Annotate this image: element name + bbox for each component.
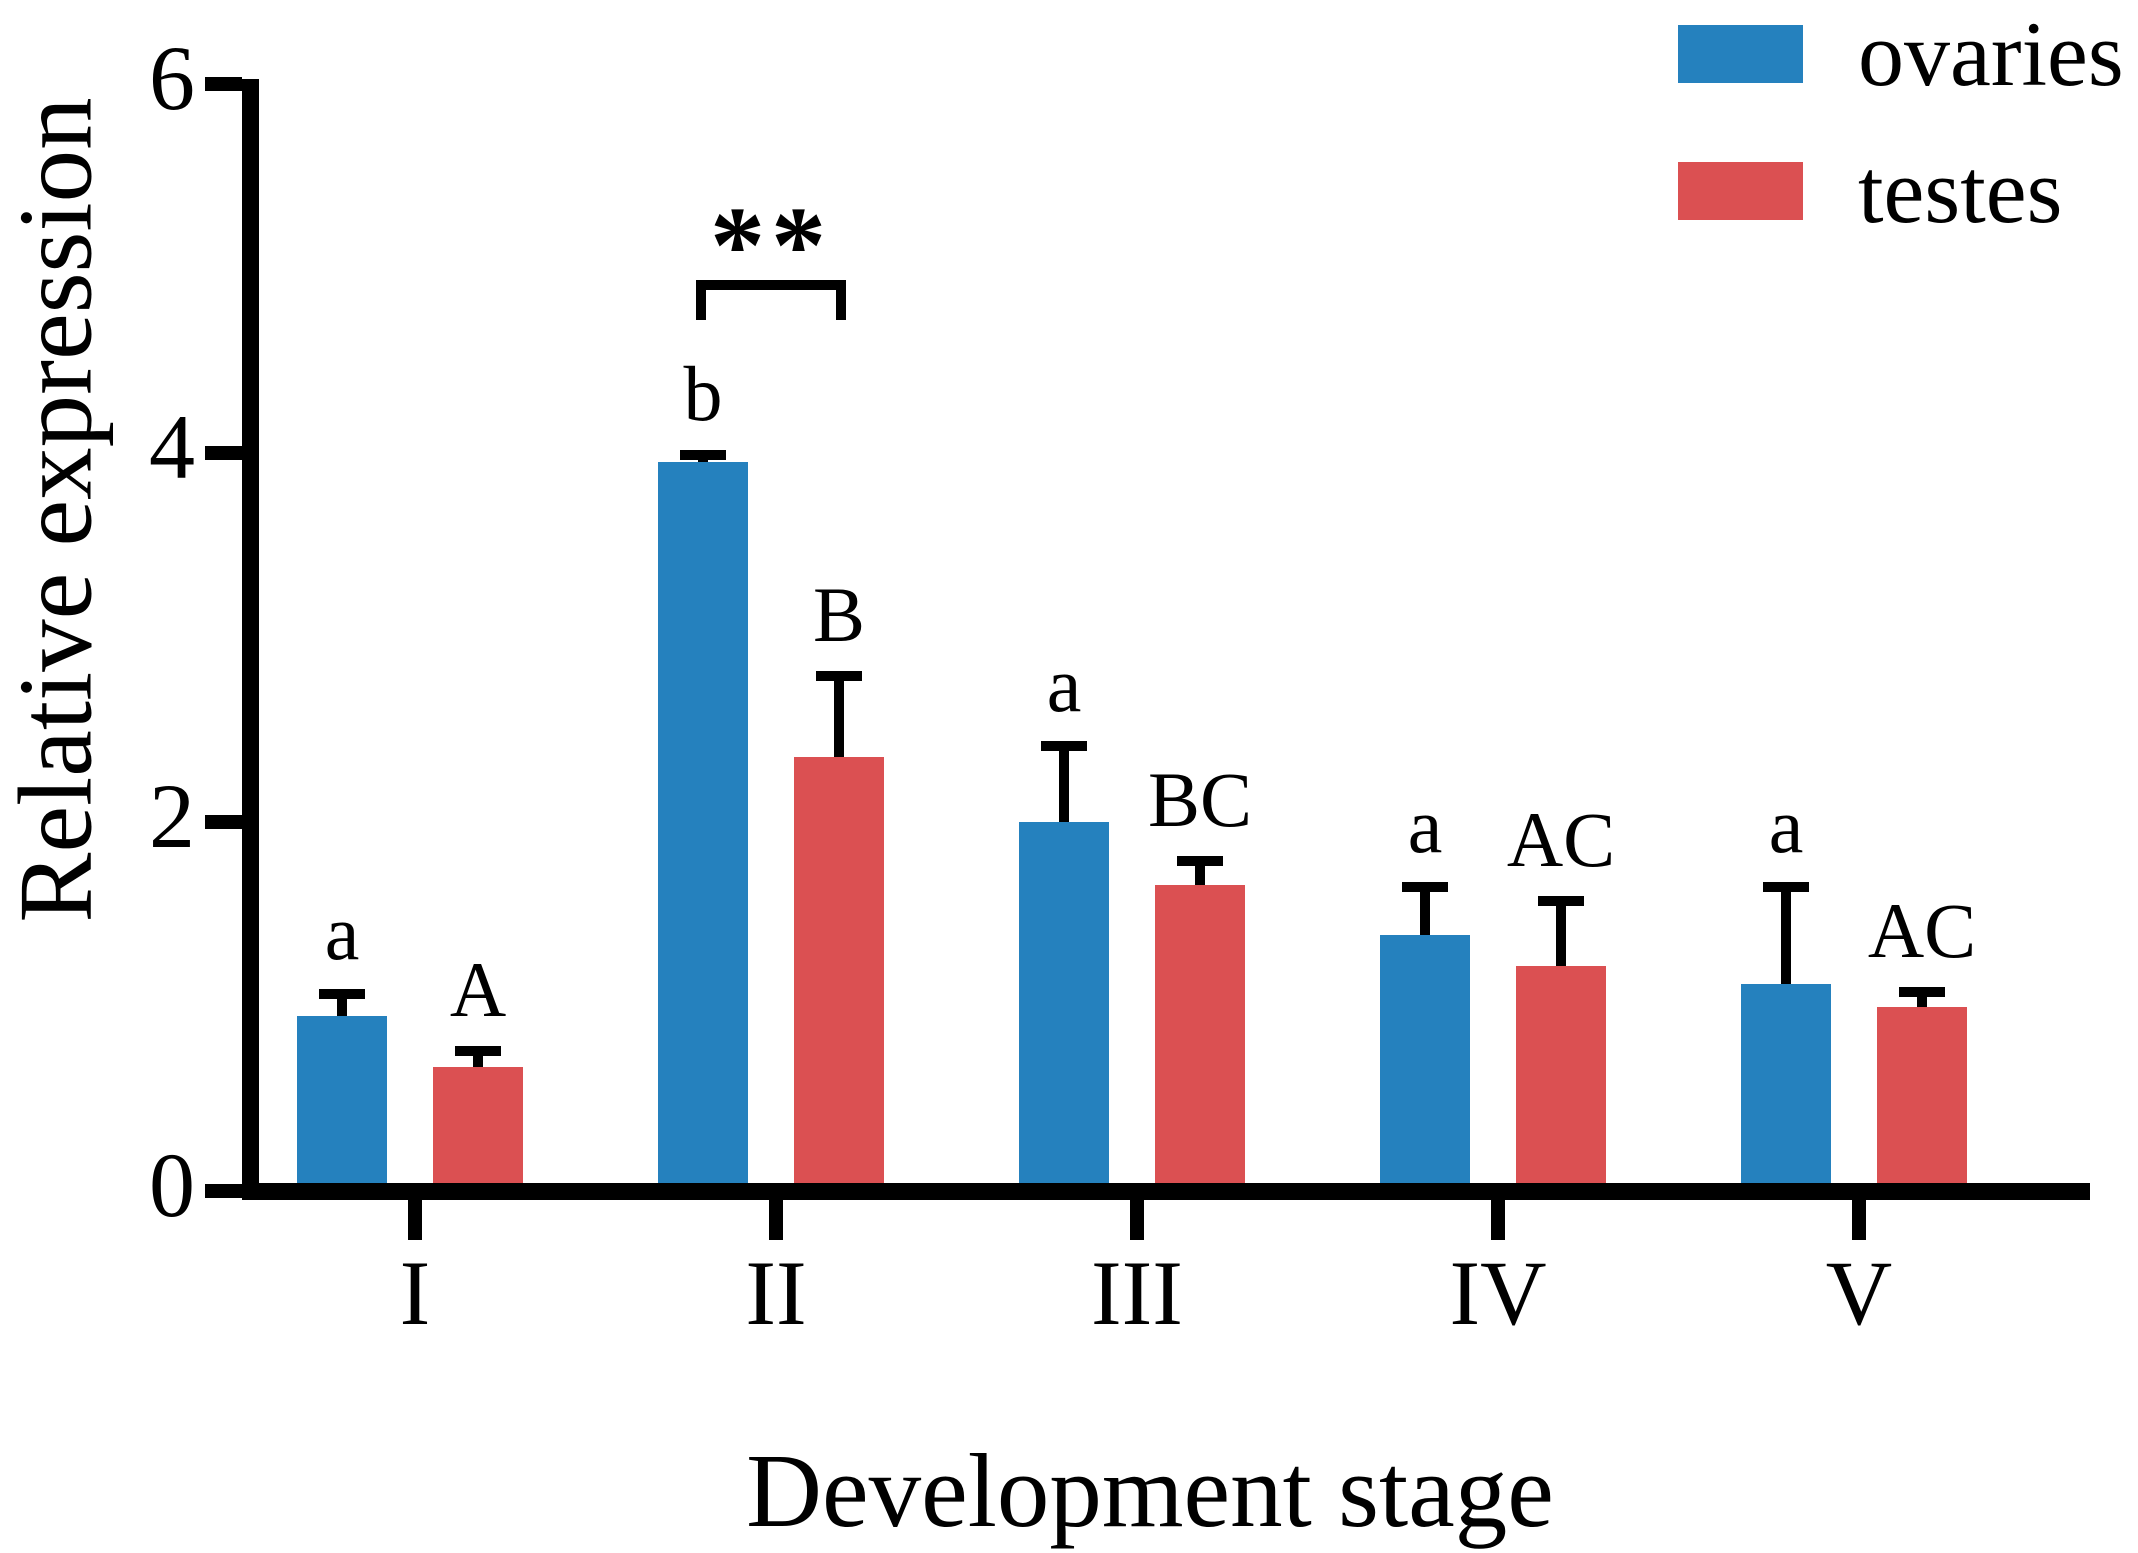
legend-swatch-testes bbox=[1678, 162, 1803, 220]
error-cap-testes-II bbox=[816, 671, 862, 681]
x-category-label-III: III bbox=[1091, 1242, 1183, 1344]
y-tick-2 bbox=[205, 815, 242, 829]
bar-ovaries-II bbox=[658, 462, 748, 1183]
error-cap-ovaries-II bbox=[680, 450, 726, 460]
error-cap-testes-III bbox=[1177, 856, 1223, 866]
sig-bracket-leg-right bbox=[836, 280, 846, 320]
legend-label-ovaries: ovaries bbox=[1858, 3, 2124, 105]
error-cap-ovaries-I bbox=[319, 989, 365, 999]
x-tick-V bbox=[1852, 1200, 1866, 1240]
error-cap-testes-V bbox=[1899, 987, 1945, 997]
sig-letter-testes-III: BC bbox=[1147, 756, 1253, 843]
bar-ovaries-III bbox=[1019, 822, 1109, 1183]
y-axis-line bbox=[242, 79, 259, 1200]
x-category-label-V: V bbox=[1825, 1242, 1893, 1344]
bar-testes-I bbox=[433, 1067, 523, 1183]
error-cap-ovaries-IV bbox=[1402, 882, 1448, 892]
x-category-label-II: II bbox=[745, 1242, 807, 1344]
x-tick-II bbox=[769, 1200, 783, 1240]
error-bar-testes-II bbox=[834, 676, 844, 757]
y-tick-label-4: 4 bbox=[149, 396, 195, 498]
sig-letter-ovaries-V: a bbox=[1768, 782, 1804, 869]
bar-ovaries-IV bbox=[1380, 935, 1470, 1183]
error-bar-ovaries-V bbox=[1781, 887, 1791, 984]
error-bar-testes-V bbox=[1917, 992, 1927, 1007]
bar-ovaries-V bbox=[1741, 984, 1831, 1183]
error-bar-ovaries-IV bbox=[1420, 887, 1430, 935]
error-bar-testes-III bbox=[1195, 861, 1205, 885]
bar-testes-III bbox=[1155, 885, 1245, 1183]
y-tick-0 bbox=[205, 1184, 242, 1198]
error-bar-testes-IV bbox=[1556, 901, 1566, 966]
error-cap-ovaries-III bbox=[1041, 741, 1087, 751]
x-category-label-I: I bbox=[399, 1242, 431, 1344]
error-bar-ovaries-III bbox=[1059, 746, 1069, 822]
error-bar-testes-I bbox=[473, 1051, 483, 1067]
error-cap-testes-I bbox=[455, 1046, 501, 1056]
x-tick-III bbox=[1130, 1200, 1144, 1240]
bar-ovaries-I bbox=[297, 1016, 387, 1183]
sig-letter-testes-I: A bbox=[449, 946, 507, 1033]
sig-bracket-leg-left bbox=[696, 280, 706, 320]
x-tick-I bbox=[408, 1200, 422, 1240]
legend-label-testes: testes bbox=[1858, 140, 2063, 242]
y-tick-4 bbox=[205, 446, 242, 460]
legend-swatch-ovaries bbox=[1678, 25, 1803, 83]
x-category-label-IV: IV bbox=[1449, 1242, 1547, 1344]
error-cap-ovaries-V bbox=[1763, 882, 1809, 892]
sig-stars: ** bbox=[710, 184, 832, 306]
x-axis-title: Development stage bbox=[746, 1432, 1554, 1549]
bar-testes-IV bbox=[1516, 966, 1606, 1183]
y-tick-label-6: 6 bbox=[149, 27, 195, 129]
x-axis-line bbox=[242, 1183, 2090, 1200]
sig-letter-testes-IV: AC bbox=[1506, 796, 1616, 883]
error-cap-testes-IV bbox=[1538, 896, 1584, 906]
y-tick-label-2: 2 bbox=[149, 765, 195, 867]
y-tick-label-0: 0 bbox=[149, 1134, 195, 1236]
x-tick-IV bbox=[1491, 1200, 1505, 1240]
sig-letter-ovaries-II: b bbox=[683, 350, 723, 437]
bar-testes-V bbox=[1877, 1007, 1967, 1183]
bar-testes-II bbox=[794, 757, 884, 1183]
error-bar-ovaries-I bbox=[337, 994, 347, 1016]
y-tick-6 bbox=[205, 77, 242, 91]
sig-letter-testes-II: B bbox=[812, 571, 866, 658]
sig-letter-testes-V: AC bbox=[1867, 887, 1977, 974]
sig-letter-ovaries-III: a bbox=[1046, 641, 1082, 728]
sig-letter-ovaries-IV: a bbox=[1407, 782, 1443, 869]
sig-letter-ovaries-I: a bbox=[324, 889, 360, 976]
sig-bracket-bar bbox=[696, 280, 846, 290]
